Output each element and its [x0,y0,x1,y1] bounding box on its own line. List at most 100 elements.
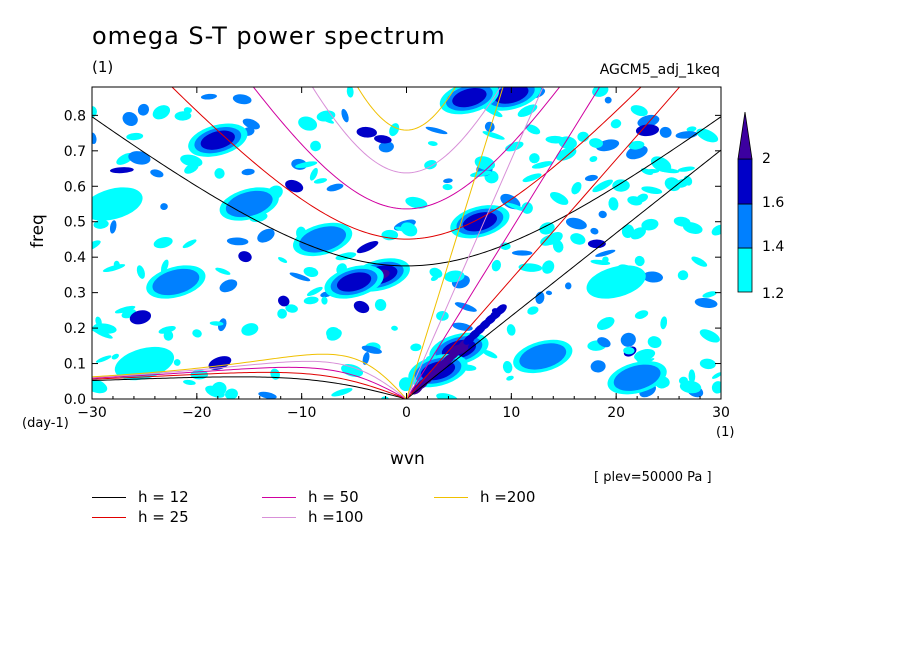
power-streak [494,304,507,316]
power-speck [295,161,318,169]
power-speck [361,345,382,354]
power-speck [636,193,648,203]
power-speck [539,222,555,235]
power-speck [711,224,721,236]
x-axis: −30 −20 −10 0 10 20 30 [77,87,730,421]
power-speck [691,256,708,267]
power-speck [641,218,659,231]
power-speck [642,271,663,283]
power-peak [613,364,661,391]
colorbar-segment [737,158,753,205]
power-peak [152,268,200,296]
power-speck [531,161,553,169]
y-tick-label: 0.4 [64,250,86,266]
power-speck [277,308,287,319]
power-speck [679,380,702,394]
legend-item-h25: h = 25 [92,508,189,526]
power-speck [598,210,607,219]
colorbar-label: 1.6 [762,195,784,211]
power-speck [635,124,660,137]
power-speck [111,353,119,360]
power-speck [608,197,619,211]
power-speck [442,183,453,191]
power-speck [232,94,252,105]
power-speck [160,203,168,211]
power-speck [518,263,543,272]
power-speck [321,296,328,305]
power-speck [225,388,238,399]
power-speck [429,267,443,278]
power-peak [462,212,498,232]
power-speck [677,166,695,172]
power-speck [590,360,606,373]
power-speck [502,360,513,374]
power-speck [623,346,635,355]
power-speck [630,227,646,240]
power-speck [362,352,370,365]
x-tick-label: 30 [712,405,730,421]
power-speck [634,255,645,267]
power-speck [427,141,438,146]
y-tick-label: 0.1 [64,357,86,373]
legend-label: h = 25 [138,508,189,526]
y-tick-label: 0.3 [64,286,86,302]
kelvin-curve [406,87,504,399]
power-speck [326,328,342,341]
power-speck [527,306,539,315]
power-speck [590,259,611,266]
x-axis-unit: (1) [716,425,735,440]
colorbar-label: 2 [762,151,771,167]
power-speck [484,121,495,133]
power-speck [200,93,217,100]
x-axis-label: wvn [390,449,425,469]
power-speck [711,381,721,394]
power-speck [219,279,238,293]
power-speck [356,240,379,254]
kelvin-curve [406,149,721,399]
power-speck [482,349,498,359]
power-speck [634,310,649,319]
y-tick-label: 0.0 [64,392,86,408]
x-tick-label: 20 [607,405,625,421]
power-speck [688,369,696,384]
power-speck [587,239,606,249]
power-speck [577,131,589,142]
power-speck [214,168,225,179]
power-speck [129,310,152,325]
power-peak [92,187,143,221]
legend-label: h =200 [480,488,536,506]
rossby-curve [92,371,407,399]
power-speck [92,378,108,394]
power-speck [699,329,720,343]
dataset-label: AGCM5_adj_1keq [599,62,720,78]
power-speck [610,119,622,129]
power-peak [200,130,235,150]
power-speck [161,259,169,273]
power-speck [529,153,540,164]
power-speck [303,296,319,305]
chart-units: (1) [92,58,114,76]
power-speck [584,174,598,182]
power-speck [341,108,349,123]
power-speck [565,282,572,290]
power-speck [525,124,541,135]
kelvin-curve [406,87,681,399]
y-axis: 0.0 0.1 0.2 0.3 0.4 0.5 0.6 0.7 0.8 [64,108,721,408]
legend-line [262,496,296,498]
power-speck [570,233,586,245]
power-peak [452,87,487,108]
power-speck [443,178,453,184]
power-speck [454,302,477,312]
power-speck [660,316,668,330]
legend-line [434,496,468,498]
power-speck [278,257,288,263]
colorbar-segment [737,203,753,249]
kelvin-curve [406,87,601,399]
power-speck [316,110,336,122]
y-tick-label: 0.8 [64,108,86,124]
power-speck [696,128,719,143]
y-axis-label: freq [28,214,48,248]
power-speck [92,132,97,145]
power-speck [95,355,112,363]
